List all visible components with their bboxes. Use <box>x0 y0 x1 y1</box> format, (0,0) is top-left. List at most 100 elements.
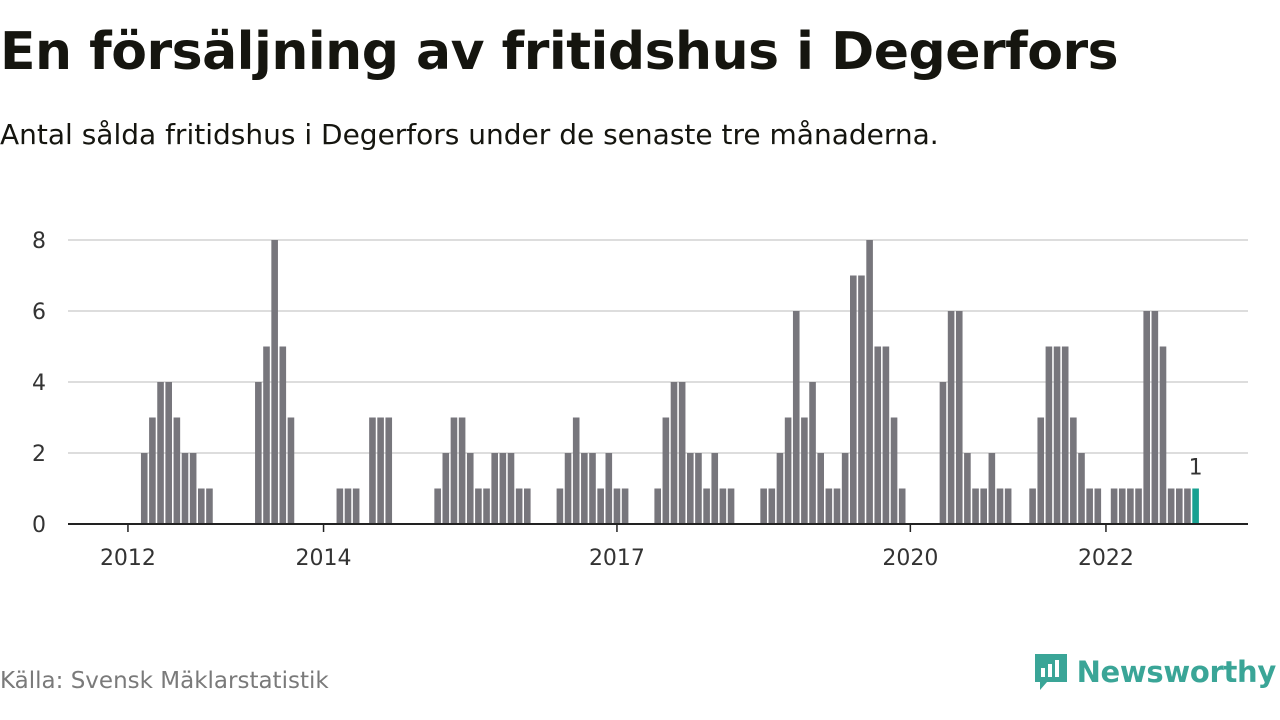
bar <box>613 488 621 524</box>
bar <box>149 417 156 524</box>
bar <box>450 417 458 524</box>
bar <box>833 488 841 524</box>
bar <box>352 488 360 524</box>
bar <box>483 488 490 524</box>
bar <box>336 488 344 524</box>
bar <box>1078 453 1085 524</box>
bar <box>1118 488 1126 524</box>
bar <box>157 382 164 524</box>
bar <box>491 453 498 524</box>
bar <box>1135 488 1142 524</box>
bar <box>369 417 376 524</box>
y-axis-labels: 0 2 4 6 8 <box>32 229 46 538</box>
brand-logo: Newsworthy <box>1033 652 1276 692</box>
bar <box>475 488 482 524</box>
bar <box>1176 488 1183 524</box>
bar <box>1151 311 1159 524</box>
bar <box>564 453 572 524</box>
bar <box>1094 488 1102 524</box>
bar <box>980 488 987 524</box>
bar <box>189 453 197 524</box>
bar <box>719 488 727 524</box>
source-note: Källa: Svensk Mäklarstatistik <box>0 668 329 694</box>
bar <box>279 346 287 524</box>
bar <box>263 346 270 524</box>
bar <box>874 346 882 524</box>
x-tick-label: 2014 <box>296 546 352 571</box>
bar <box>670 382 678 524</box>
bar <box>198 488 205 524</box>
bar <box>1053 346 1061 524</box>
bar <box>255 382 262 524</box>
bar <box>572 417 580 524</box>
bar <box>654 488 661 524</box>
bar <box>727 488 735 524</box>
bar <box>817 453 824 524</box>
bar <box>524 488 531 524</box>
x-tick-label: 2020 <box>882 546 938 571</box>
bar <box>1004 488 1012 524</box>
bar <box>181 453 189 524</box>
bar <box>1061 346 1069 524</box>
bar <box>287 417 295 524</box>
bar <box>809 382 816 524</box>
bar <box>695 453 702 524</box>
chart-subtitle: Antal sålda fritidshus i Degerfors under… <box>0 118 939 151</box>
bar <box>442 453 450 524</box>
x-tick-label: 2022 <box>1078 546 1134 571</box>
bar <box>964 453 971 524</box>
bar <box>662 417 670 524</box>
bar <box>1167 488 1175 524</box>
chart-title: En försäljning av fritidshus i Degerfors <box>0 22 1119 82</box>
bar <box>687 453 694 524</box>
bar <box>1159 346 1167 524</box>
bar <box>947 311 955 524</box>
bar-latest <box>1192 488 1199 524</box>
bar <box>499 453 507 524</box>
brand-name: Newsworthy <box>1076 655 1277 689</box>
bar <box>581 453 588 524</box>
y-tick-label: 4 <box>32 371 46 396</box>
bar <box>703 488 710 524</box>
bar <box>898 488 906 524</box>
y-tick-label: 0 <box>32 513 46 538</box>
bar-chart: 0 2 4 6 8 2012 2014 2017 2020 2022 1 <box>32 229 1248 571</box>
bar <box>589 453 596 524</box>
bar <box>784 417 792 524</box>
bar <box>1184 488 1191 524</box>
y-tick-label: 8 <box>32 229 46 254</box>
bar <box>1086 488 1093 524</box>
bar <box>858 275 865 524</box>
annotations: 1 <box>1189 456 1203 481</box>
bar <box>377 417 384 524</box>
bar <box>1045 346 1053 524</box>
bar <box>955 311 963 524</box>
bar <box>1127 488 1134 524</box>
bar <box>140 453 148 524</box>
bar <box>597 488 604 524</box>
bar <box>711 453 719 524</box>
bar <box>1143 311 1150 524</box>
bar <box>385 417 393 524</box>
bar <box>939 382 947 524</box>
bar <box>1037 417 1045 524</box>
bar <box>206 488 213 524</box>
bar <box>173 417 181 524</box>
bar <box>458 417 466 524</box>
bar <box>996 488 1004 524</box>
bar <box>850 275 857 524</box>
newsworthy-logo-icon <box>1034 654 1067 690</box>
bar <box>1029 488 1036 524</box>
x-tick-label: 2012 <box>100 546 156 571</box>
bar <box>1070 417 1077 524</box>
y-tick-label: 6 <box>32 300 46 325</box>
bar <box>344 488 352 524</box>
bar <box>1110 488 1118 524</box>
bar <box>776 453 784 524</box>
bar <box>507 453 515 524</box>
bar <box>466 453 474 524</box>
x-axis <box>68 523 1248 532</box>
x-tick-label: 2017 <box>589 546 645 571</box>
bar <box>825 488 833 524</box>
bar <box>768 488 776 524</box>
